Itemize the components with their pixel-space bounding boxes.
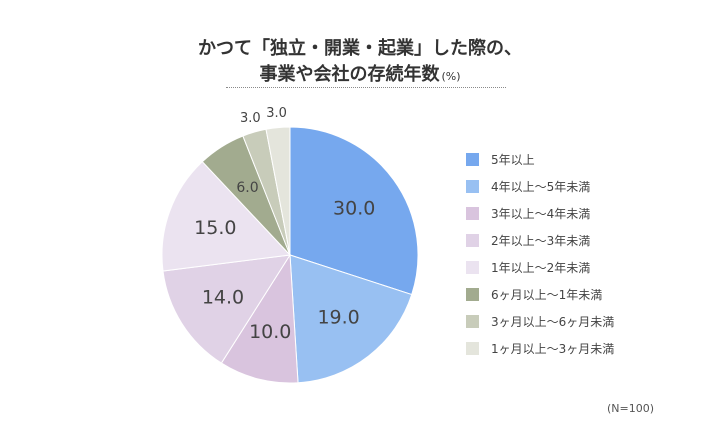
chart-title-line-1: かつて「独立・開業・起業」した際の、 [198,38,522,59]
legend-item-2: 4年以上～5年未満 [466,173,614,200]
pie-slice-4 [162,254,291,364]
legend-item-8: 1ヶ月以上～3ヶ月未満 [466,335,614,362]
legend-item-5: 1年以上～2年未満 [466,254,614,281]
data-label-8: 3.0 [266,106,287,121]
data-label-1: 30.0 [333,197,375,219]
legend-swatch [466,261,479,274]
legend: 5年以上 4年以上～5年未満 3年以上～4年未満 2年以上～3年未満 1年以上～2年未満… [466,146,614,362]
chart-title-line-2-text: 事業や会社の存続年数 [259,64,440,85]
legend-label: 1年以上～2年未満 [491,261,591,275]
pie-slice-3 [220,253,299,384]
pie-slice-5 [161,160,292,272]
legend-item-1: 5年以上 [466,146,614,173]
legend-label: 3年以上～4年未満 [491,207,591,221]
legend-label: 5年以上 [491,153,535,167]
legend-item-4: 2年以上～3年未満 [466,227,614,254]
data-label-5: 15.0 [194,217,236,239]
legend-label: 4年以上～5年未満 [491,180,591,194]
chart-title-line-2: 事業や会社の存続年数 (%) [0,62,720,90]
pie-slice-2 [289,254,413,384]
unit-label: (%) [441,70,461,83]
sample-size-note: (N=100) [606,402,654,415]
pie-slice-1 [289,126,419,296]
legend-swatch [466,153,479,166]
chart-title: かつて「独立・開業・起業」した際の、 事業や会社の存続年数 (%) [0,36,720,90]
data-label-2: 19.0 [317,307,359,329]
legend-swatch [466,342,479,355]
data-label-4: 14.0 [202,287,244,309]
legend-swatch [466,207,479,220]
legend-label: 6ヶ月以上～1年未満 [491,288,603,302]
legend-item-7: 3ヶ月以上～6ヶ月未満 [466,308,614,335]
legend-label: 1ヶ月以上～3ヶ月未満 [491,342,615,356]
legend-label: 3ヶ月以上～6ヶ月未満 [491,315,615,329]
data-label-6: 6.0 [236,180,258,196]
legend-swatch [466,234,479,247]
legend-swatch [466,315,479,328]
title-divider [226,87,506,88]
legend-label: 2年以上～3年未満 [491,234,591,248]
data-label-7: 3.0 [240,111,261,126]
legend-item-3: 3年以上～4年未満 [466,200,614,227]
legend-swatch [466,180,479,193]
legend-item-6: 6ヶ月以上～1年未満 [466,281,614,308]
legend-swatch [466,288,479,301]
data-label-3: 10.0 [249,321,291,343]
pie-slice-8 [265,126,291,256]
